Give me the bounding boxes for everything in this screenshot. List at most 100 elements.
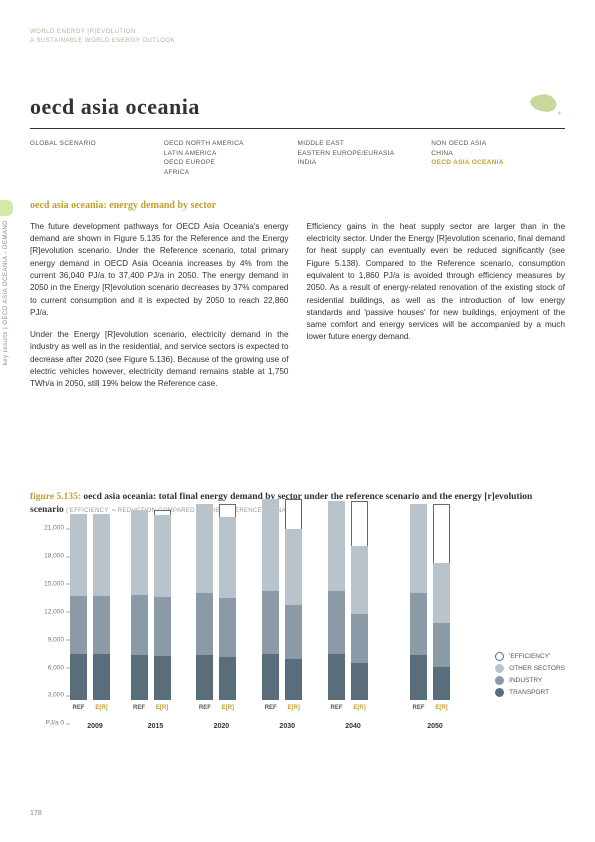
bar-segment-other: [196, 504, 213, 593]
scenario-item-active: OECD ASIA OCEANIA: [431, 158, 565, 168]
bar-segment-other: [433, 563, 450, 623]
year-label: 2030: [262, 723, 312, 730]
bar-segment-other: [70, 514, 87, 597]
series-label: E[R]: [93, 705, 110, 711]
scenario-item: LATIN AMERICA: [164, 149, 298, 159]
year-label: 2009: [70, 723, 120, 730]
swatch-industry: [495, 676, 504, 685]
bar: [285, 499, 302, 700]
chart: PJ/a 03,0006,0009,00012,00015,00018,0002…: [30, 535, 565, 730]
bar-segment-transport: [328, 654, 345, 700]
bar-segment-industry: [70, 596, 87, 654]
bar: [154, 510, 171, 700]
bar-segment-transport: [410, 655, 427, 701]
bar-segment-transport: [262, 654, 279, 700]
y-tick: 3,000: [48, 692, 64, 699]
body-text: The future development pathways for OECD…: [30, 221, 565, 401]
australia-icon: [525, 89, 565, 119]
bar-segment-other: [351, 546, 368, 614]
series-label: REF: [196, 705, 213, 711]
series-label: REF: [70, 705, 87, 711]
bar-segment-industry: [154, 597, 171, 656]
figure-label: figure 5.135:: [30, 492, 81, 502]
year-group: REFE[R]2040: [328, 505, 378, 730]
series-label: REF: [262, 705, 279, 711]
scenario-col-4: NON OECD ASIA CHINA OECD ASIA OCEANIA: [431, 139, 565, 178]
sidebar-text: key results | OECD ASIA OCEANIA - DEMAND: [3, 220, 11, 365]
body-p3: Efficiency gains in the heat supply sect…: [307, 221, 566, 344]
y-tick: 15,000: [44, 580, 64, 587]
year-group: REFE[R]2020: [196, 505, 246, 730]
bar-segment-other: [131, 510, 148, 595]
series-label: E[R]: [154, 705, 171, 711]
bars-area: REFE[R]2009REFE[R]2015REFE[R]2020REFE[R]…: [70, 535, 565, 730]
legend-item: INDUSTRY: [495, 676, 565, 685]
bar-segment-industry: [285, 605, 302, 660]
y-tick: 12,000: [44, 608, 64, 615]
bar-segment-transport: [154, 656, 171, 701]
series-label: REF: [131, 705, 148, 711]
body-p2: Under the Energy [R]evolution scenario, …: [30, 329, 289, 390]
scenario-col-2: OECD NORTH AMERICA LATIN AMERICA OECD EU…: [164, 139, 298, 178]
bar-segment-efficiency: [433, 504, 450, 563]
bar: [351, 501, 368, 701]
section-subhead: oecd asia oceania: energy demand by sect…: [30, 200, 565, 211]
series-label: E[R]: [219, 705, 236, 711]
bar-segment-industry: [219, 598, 236, 657]
scenario-nav: GLOBAL SCENARIO OECD NORTH AMERICA LATIN…: [30, 139, 565, 178]
bar-segment-transport: [131, 655, 148, 701]
year-group: REF E[R] 2009: [70, 505, 120, 730]
series-label: REF: [410, 705, 427, 711]
scenario-item: NON OECD ASIA: [431, 139, 565, 149]
scenario-item: MIDDLE EAST: [298, 139, 432, 149]
bar-pair: [70, 505, 120, 700]
bar-segment-efficiency: [285, 499, 302, 530]
header-line1: WORLD ENERGY [R]EVOLUTION: [30, 28, 565, 36]
year-label: 2050: [410, 723, 460, 730]
bar: [131, 510, 148, 700]
bar-pair: [410, 505, 460, 700]
page-title: oecd asia oceania: [30, 94, 565, 120]
swatch-efficiency: [495, 652, 504, 661]
scenario-item: AFRICA: [164, 168, 298, 178]
bar: [196, 504, 213, 700]
bar-segment-transport: [351, 663, 368, 700]
bar: [328, 501, 345, 701]
bar-segment-industry: [262, 591, 279, 654]
bar-segment-other: [262, 499, 279, 591]
bar-segment-other: [285, 529, 302, 604]
bar-segment-transport: [285, 659, 302, 700]
y-tick: 18,000: [44, 553, 64, 560]
legend-item: 'EFFICIENCY': [495, 652, 565, 661]
bar-segment-industry: [433, 623, 450, 667]
body-p1: The future development pathways for OECD…: [30, 221, 289, 319]
legend-item: TRANSPORT: [495, 688, 565, 697]
bar: [219, 504, 236, 700]
bar-segment-other: [93, 514, 110, 597]
bar: [410, 504, 427, 700]
scenario-item: GLOBAL SCENARIO: [30, 139, 164, 149]
swatch-transport: [495, 688, 504, 697]
swatch-other: [495, 664, 504, 673]
y-tick: 9,000: [48, 636, 64, 643]
bar-segment-other: [154, 515, 171, 598]
bar-pair: [328, 505, 378, 700]
bar-segment-transport: [70, 654, 87, 700]
year-group: REFE[R]2050: [410, 505, 460, 730]
scenario-item: EASTERN EUROPE/EURASIA: [298, 149, 432, 159]
chart-legend: 'EFFICIENCY' OTHER SECTORS INDUSTRY TRAN…: [495, 652, 565, 700]
scenario-item: OECD EUROPE: [164, 158, 298, 168]
title-divider: [30, 128, 565, 129]
y-axis: PJ/a 03,0006,0009,00012,00015,00018,0002…: [30, 535, 70, 730]
year-group: REFE[R]2015: [131, 505, 181, 730]
series-label: REF: [328, 705, 345, 711]
scenario-col-3: MIDDLE EAST EASTERN EUROPE/EURASIA INDIA: [298, 139, 432, 178]
sidebar-tab: [0, 200, 13, 216]
bar-segment-efficiency: [219, 504, 236, 517]
page-number: 178: [30, 810, 42, 817]
bar-segment-efficiency: [351, 501, 368, 547]
scenario-col-1: GLOBAL SCENARIO: [30, 139, 164, 178]
y-tick: 6,000: [48, 664, 64, 671]
year-group: REFE[R]2030: [262, 505, 312, 730]
header: WORLD ENERGY [R]EVOLUTION A SUSTAINABLE …: [30, 28, 565, 46]
